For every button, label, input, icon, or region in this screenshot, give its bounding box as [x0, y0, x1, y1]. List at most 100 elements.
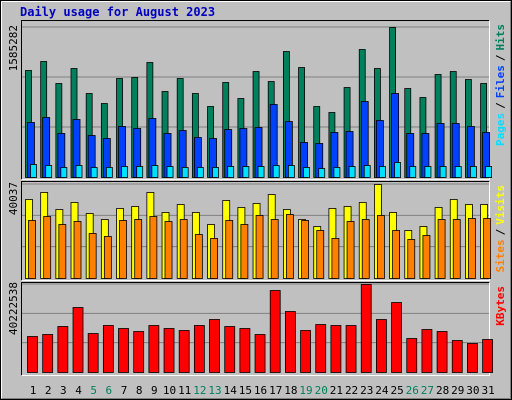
- y-tick-label: 40037: [7, 182, 20, 215]
- x-tick-label: 23: [360, 384, 373, 397]
- bar: [394, 162, 401, 178]
- bar: [43, 216, 52, 279]
- bar: [272, 165, 280, 178]
- legend-separator: /: [494, 228, 507, 235]
- bar: [136, 166, 144, 178]
- x-tick-label: 19: [299, 384, 312, 397]
- x-tick-label: 31: [481, 384, 494, 397]
- bar: [485, 166, 493, 178]
- bar: [361, 219, 370, 279]
- x-tick-label: 14: [224, 384, 238, 397]
- bar: [88, 233, 97, 279]
- x-tick-label: 9: [151, 384, 158, 397]
- bar: [149, 216, 158, 279]
- legend-entry: Pages: [494, 113, 507, 146]
- bar: [482, 339, 494, 373]
- bar: [300, 330, 311, 373]
- bar: [121, 166, 128, 178]
- bar: [468, 218, 476, 279]
- bar: [193, 325, 205, 373]
- bar: [181, 167, 189, 178]
- bar: [179, 219, 188, 279]
- bar: [269, 290, 281, 373]
- bar: [58, 224, 67, 279]
- bar: [483, 218, 492, 279]
- bar: [224, 326, 236, 373]
- legend-entry: Files: [494, 65, 507, 98]
- bar: [255, 215, 264, 279]
- bar: [454, 166, 462, 178]
- bar: [436, 331, 448, 373]
- bar: [360, 284, 372, 373]
- x-tick-label: 27: [421, 384, 434, 397]
- bar: [90, 167, 98, 178]
- bar: [333, 167, 341, 178]
- x-tick-label: 8: [136, 384, 143, 397]
- bar: [87, 333, 99, 373]
- bar: [27, 336, 38, 373]
- bar: [227, 166, 235, 178]
- x-tick-label: 17: [269, 384, 282, 397]
- bar: [330, 325, 342, 373]
- bar: [209, 319, 220, 373]
- bar: [166, 166, 174, 178]
- panel-bevel: [21, 282, 490, 376]
- bar: [285, 214, 294, 279]
- bar: [102, 325, 114, 373]
- x-tick-label: 11: [178, 384, 191, 397]
- x-tick-label: 29: [451, 384, 464, 397]
- bar: [363, 165, 371, 178]
- bar: [346, 221, 355, 279]
- legend-entry: Hits: [494, 24, 507, 51]
- bar: [391, 302, 402, 373]
- x-tick-label: 3: [60, 384, 67, 397]
- bar: [239, 328, 251, 373]
- bar: [421, 329, 433, 373]
- bar: [315, 324, 327, 373]
- chart-title: Daily usage for August 2023: [20, 5, 215, 19]
- bar: [45, 165, 53, 178]
- bar: [406, 338, 418, 373]
- x-tick-label: 28: [436, 384, 449, 397]
- panel-bevel: [21, 181, 490, 281]
- bar: [270, 219, 279, 279]
- bar: [254, 334, 266, 373]
- x-tick-label: 4: [75, 384, 82, 397]
- bar: [424, 166, 432, 178]
- bar: [409, 166, 417, 178]
- x-tick-label: 24: [375, 384, 389, 397]
- bar: [178, 330, 190, 373]
- bar: [437, 219, 446, 279]
- y-tick-label: 40222538: [7, 282, 20, 335]
- bar: [284, 311, 296, 373]
- bar: [105, 167, 113, 178]
- x-tick-label: 22: [345, 384, 358, 397]
- bar: [303, 167, 310, 178]
- x-tick-label: 20: [315, 384, 328, 397]
- legend-entry: Sites: [494, 239, 507, 272]
- bar: [196, 167, 204, 178]
- bar: [242, 166, 250, 178]
- bar: [133, 331, 145, 373]
- bar: [103, 236, 112, 279]
- bar: [407, 239, 416, 279]
- legend: KBytes: [494, 286, 507, 326]
- legend: Sites / Visits: [494, 185, 507, 273]
- bar: [287, 165, 295, 178]
- bar: [151, 165, 159, 178]
- x-tick-label: 25: [390, 384, 403, 397]
- x-tick-label: 12: [193, 384, 206, 397]
- bar: [119, 220, 127, 279]
- bar: [377, 215, 385, 279]
- bar: [73, 221, 82, 279]
- legend-separator: /: [494, 54, 507, 61]
- bar: [163, 328, 175, 373]
- bar: [212, 167, 219, 178]
- x-tick-label: 26: [406, 384, 419, 397]
- bar: [75, 165, 83, 178]
- bar: [72, 307, 84, 373]
- bar: [376, 319, 387, 373]
- x-tick-label: 2: [45, 384, 52, 397]
- y-tick-label: 1585282: [7, 25, 20, 71]
